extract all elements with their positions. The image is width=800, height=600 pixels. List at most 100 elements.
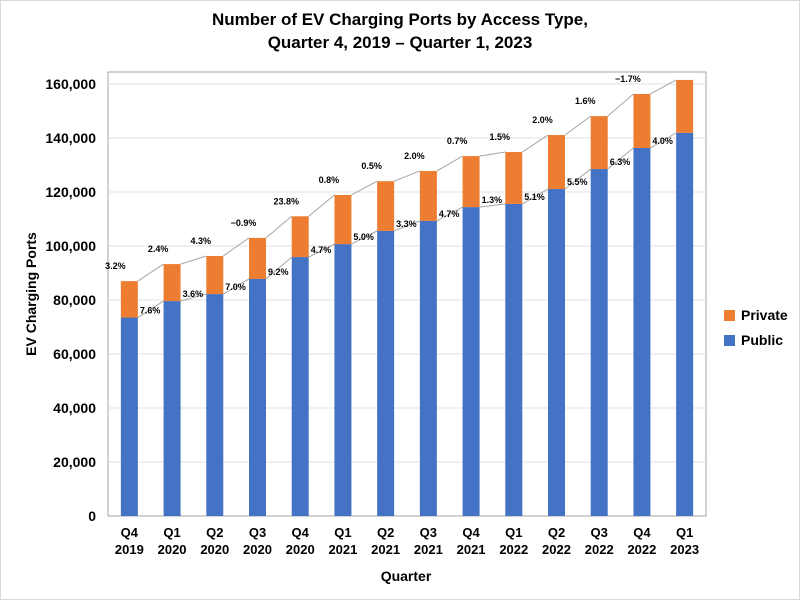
x-tick-year: 2021 bbox=[371, 542, 400, 557]
public-growth-label: 4.0% bbox=[652, 136, 673, 146]
x-tick-year: 2021 bbox=[414, 542, 443, 557]
public-connector-line bbox=[650, 132, 677, 149]
bar-private bbox=[676, 79, 694, 133]
x-tick-quarter: Q4 bbox=[121, 525, 139, 540]
x-tick-quarter: Q1 bbox=[676, 525, 693, 540]
x-tick-year: 2022 bbox=[542, 542, 571, 557]
total-connector-line bbox=[308, 194, 335, 217]
total-connector-line bbox=[180, 255, 207, 265]
x-tick-year: 2022 bbox=[585, 542, 614, 557]
bar-public bbox=[505, 203, 523, 516]
bar-private bbox=[206, 255, 224, 295]
x-tick-year: 2022 bbox=[627, 542, 656, 557]
total-connector-line bbox=[522, 134, 549, 153]
public-growth-label: 5.0% bbox=[353, 232, 374, 242]
bar-private bbox=[590, 116, 608, 170]
bar-private bbox=[462, 156, 480, 208]
public-connector-line bbox=[607, 147, 634, 170]
x-tick-quarter: Q4 bbox=[633, 525, 651, 540]
y-tick-label: 40,000 bbox=[53, 400, 96, 416]
y-tick-label: 100,000 bbox=[45, 238, 96, 254]
y-tick-label: 120,000 bbox=[45, 184, 96, 200]
x-tick-year: 2021 bbox=[457, 542, 486, 557]
x-tick-year: 2022 bbox=[499, 542, 528, 557]
private-growth-label: 1.5% bbox=[490, 132, 511, 142]
public-connector-line bbox=[137, 300, 164, 318]
bar-private bbox=[249, 237, 266, 279]
private-growth-label: 0.7% bbox=[447, 136, 468, 146]
y-tick-label: 20,000 bbox=[53, 454, 96, 470]
y-tick-label: 60,000 bbox=[53, 346, 96, 362]
legend-swatch-public bbox=[724, 334, 735, 346]
x-axis-label: Quarter bbox=[381, 568, 432, 584]
y-axis-label: EV Charging Ports bbox=[23, 232, 39, 356]
bar-public bbox=[419, 220, 437, 516]
public-growth-label: 3.3% bbox=[396, 219, 417, 229]
private-growth-label: 2.0% bbox=[404, 151, 425, 161]
public-connector-line bbox=[479, 203, 506, 208]
public-growth-label: 9.2% bbox=[268, 267, 289, 277]
total-connector-line bbox=[479, 151, 506, 157]
bar-public bbox=[120, 317, 138, 516]
private-growth-label: −1.7% bbox=[615, 74, 641, 84]
private-growth-label: 3.2% bbox=[105, 261, 126, 271]
x-tick-quarter: Q3 bbox=[591, 525, 608, 540]
bar-public bbox=[206, 294, 224, 516]
legend-label-private: Private bbox=[741, 307, 788, 323]
bar-public bbox=[590, 169, 608, 517]
x-tick-year: 2021 bbox=[328, 542, 357, 557]
chart-subtitle: Quarter 4, 2019 – Quarter 1, 2023 bbox=[267, 33, 533, 52]
private-growth-label: 4.3% bbox=[191, 236, 212, 246]
private-growth-label: 0.5% bbox=[361, 161, 382, 171]
bar-public bbox=[163, 301, 181, 516]
public-connector-line bbox=[265, 256, 293, 280]
public-connector-line bbox=[522, 188, 549, 205]
y-tick-label: 160,000 bbox=[45, 76, 96, 92]
public-connector-line bbox=[564, 168, 592, 190]
public-growth-label: 3.6% bbox=[183, 289, 204, 299]
private-growth-label: 23.8% bbox=[273, 196, 299, 206]
x-tick-year: 2020 bbox=[243, 542, 272, 557]
legend-public: Public bbox=[724, 332, 783, 348]
total-connector-line bbox=[222, 237, 250, 257]
total-connector-line bbox=[351, 180, 378, 196]
total-connector-line bbox=[564, 115, 592, 136]
x-tick-quarter: Q1 bbox=[334, 525, 351, 540]
private-growth-label: 1.6% bbox=[575, 96, 596, 106]
private-growth-label: −0.9% bbox=[231, 218, 257, 228]
bar-public bbox=[377, 230, 395, 516]
bar-public bbox=[462, 207, 480, 516]
x-tick-quarter: Q3 bbox=[420, 525, 437, 540]
total-connector-line bbox=[137, 263, 164, 282]
public-growth-label: 5.5% bbox=[567, 177, 588, 187]
y-tick-label: 0 bbox=[88, 508, 96, 524]
public-growth-label: 4.7% bbox=[311, 245, 332, 255]
total-connector-line bbox=[393, 170, 421, 182]
y-tick-label: 140,000 bbox=[45, 130, 96, 146]
public-growth-label: 6.3% bbox=[610, 157, 631, 167]
public-connector-line bbox=[436, 206, 463, 222]
bar-private bbox=[120, 281, 138, 318]
x-tick-year: 2019 bbox=[115, 542, 144, 557]
private-growth-label: 2.4% bbox=[148, 244, 169, 254]
bar-public bbox=[548, 189, 565, 516]
y-tick-label: 80,000 bbox=[53, 292, 96, 308]
public-growth-label: 4.7% bbox=[439, 209, 460, 219]
legend-label-public: Public bbox=[741, 332, 784, 348]
total-connector-line bbox=[607, 93, 634, 117]
bar-public bbox=[633, 147, 651, 517]
total-connector-line bbox=[265, 215, 293, 239]
bar-private bbox=[334, 194, 352, 245]
public-growth-label: 5.1% bbox=[524, 192, 545, 202]
legend-private: Private bbox=[724, 307, 788, 323]
total-connector-line bbox=[650, 79, 677, 95]
bar-public bbox=[334, 244, 352, 517]
x-tick-quarter: Q2 bbox=[377, 525, 394, 540]
bar-public bbox=[249, 278, 266, 516]
x-tick-quarter: Q4 bbox=[462, 525, 480, 540]
bar-private bbox=[291, 216, 309, 258]
x-tick-quarter: Q1 bbox=[505, 525, 522, 540]
public-connector-line bbox=[180, 293, 207, 302]
x-tick-quarter: Q3 bbox=[249, 525, 266, 540]
